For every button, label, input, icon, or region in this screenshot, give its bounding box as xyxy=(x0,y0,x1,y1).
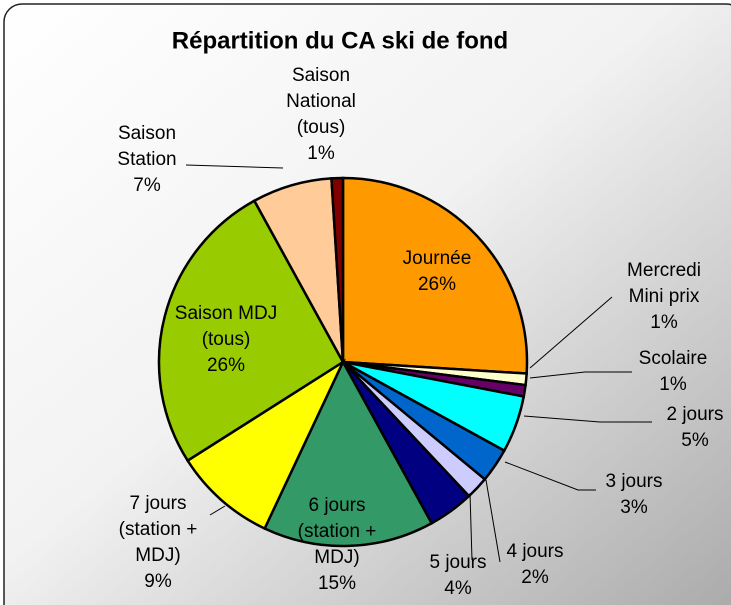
leader-line xyxy=(469,492,473,561)
slice-name: Scolaire xyxy=(638,348,708,369)
slice-label: 6 jours (station + MDJ) 15% xyxy=(280,493,395,597)
slice-label: 5 jours 4% xyxy=(418,550,498,602)
slice-label: Saison National (tous) 1% xyxy=(274,63,369,167)
slice-name: Mercredi Mini prix xyxy=(627,260,701,307)
slice-value: 9% xyxy=(144,571,172,592)
slice-label: 7 jours (station + MDJ) 9% xyxy=(98,491,218,595)
leader-line xyxy=(485,479,501,563)
slice-value: 3% xyxy=(620,497,648,518)
slice-name: Saison Station xyxy=(117,123,177,170)
leader-line xyxy=(504,461,596,491)
slice-name: 6 jours (station + MDJ) xyxy=(297,495,377,568)
slice-label: Saison MDJ (tous) 26% xyxy=(164,301,289,379)
slice-name: Journée xyxy=(402,248,472,269)
leader-line xyxy=(523,415,652,423)
slice-name: 2 jours xyxy=(666,404,724,425)
slice-value: 7% xyxy=(133,175,161,196)
pie xyxy=(157,176,529,548)
slice-label: 4 jours 2% xyxy=(495,539,575,591)
slice-label: Journée 26% xyxy=(387,246,487,298)
leader-line xyxy=(209,505,226,516)
slice-label: Mercredi Mini prix 1% xyxy=(614,258,714,336)
slice-value: 1% xyxy=(650,312,678,333)
slice-name: 4 jours xyxy=(506,541,564,562)
slice-name: 7 jours (station + MDJ) xyxy=(118,493,198,566)
slice-value: 1% xyxy=(307,143,335,164)
slice-value: 26% xyxy=(206,355,246,376)
slice-name: 5 jours xyxy=(429,552,487,573)
slice-value: 26% xyxy=(417,274,457,295)
leader-line xyxy=(529,371,632,379)
slice-name: 3 jours xyxy=(605,471,663,492)
pie-slice xyxy=(185,358,346,531)
pie-slice xyxy=(341,176,529,375)
slice-name: Saison MDJ (tous) xyxy=(174,303,278,350)
leader-line xyxy=(185,164,284,169)
leader-line xyxy=(529,296,613,369)
slice-label: Scolaire 1% xyxy=(628,346,718,398)
slice-value: 2% xyxy=(521,567,549,588)
slice-name: Saison National (tous) xyxy=(286,65,356,138)
pie-slice xyxy=(330,176,345,363)
chart-title: Répartition du CA ski de fond xyxy=(172,27,508,54)
slice-label: Saison Station 7% xyxy=(102,121,192,199)
slice-value: 1% xyxy=(659,374,687,395)
slice-value: 15% xyxy=(317,573,357,594)
slice-label: 2 jours 5% xyxy=(650,402,731,454)
slice-label: 3 jours 3% xyxy=(594,469,674,521)
pie-slice xyxy=(262,359,434,548)
leader-lines xyxy=(185,164,652,563)
pie-slice xyxy=(157,199,345,463)
slice-value: 4% xyxy=(444,578,472,599)
slice-value: 5% xyxy=(681,430,709,451)
